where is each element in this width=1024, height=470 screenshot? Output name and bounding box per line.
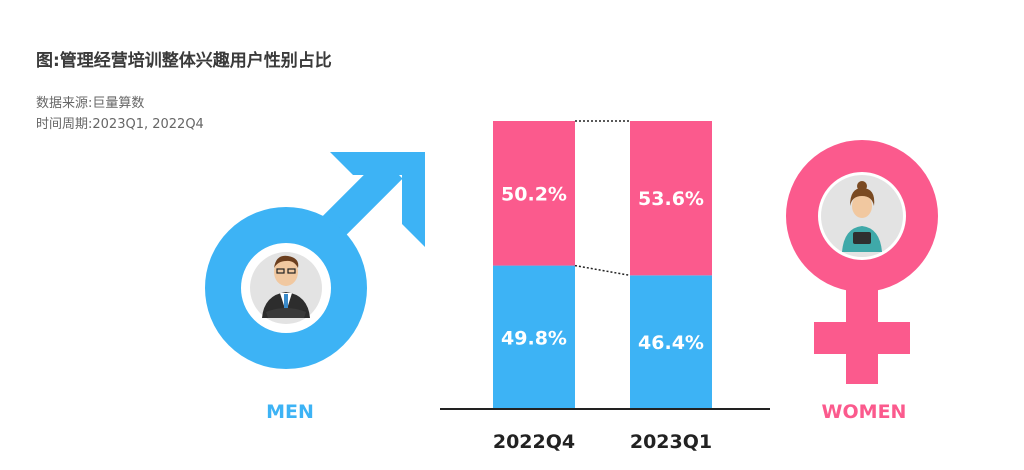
female-symbol-icon [786, 140, 938, 384]
bar-men-2022q4 [493, 265, 575, 409]
data-label-men-2023q1: 46.4% [638, 332, 704, 354]
chart-title: 图:管理经营培训整体兴趣用户性别占比 [36, 51, 332, 71]
man-avatar-icon [262, 255, 310, 318]
legend-women-label: WOMEN [822, 401, 907, 423]
tick-label-2023q1: 2023Q1 [630, 431, 712, 453]
data-label-men-2022q4: 49.8% [501, 327, 567, 349]
data-label-women-2023q1: 53.6% [638, 188, 704, 210]
bar-men-2023q1 [630, 275, 712, 409]
male-symbol-icon [205, 152, 425, 369]
data-source: 数据来源:巨量算数 [36, 96, 145, 111]
data-label-women-2022q4: 50.2% [501, 183, 567, 205]
tick-label-2022q4: 2022Q4 [493, 431, 575, 453]
time-period: 时间周期:2023Q1, 2022Q4 [36, 117, 204, 132]
connector-split [574, 264, 631, 277]
bar-women-2023q1 [630, 121, 712, 276]
woman-avatar-icon [842, 181, 882, 252]
bar-women-2022q4 [493, 121, 575, 266]
legend-men-label: MEN [266, 401, 314, 423]
